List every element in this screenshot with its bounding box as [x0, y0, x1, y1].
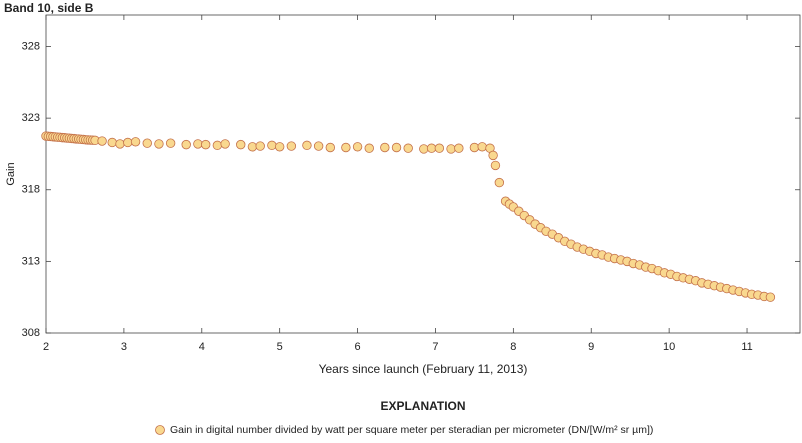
- x-tick-label: 8: [510, 341, 516, 353]
- scatter-point: [391, 142, 402, 153]
- x-tick-label: 10: [663, 341, 675, 353]
- x-tick-label: 5: [277, 341, 283, 353]
- scatter-point: [142, 138, 152, 148]
- x-tick-label: 6: [355, 341, 361, 353]
- y-tick-label: 308: [22, 327, 40, 339]
- scatter-point: [494, 177, 505, 188]
- scatter-point: [115, 139, 125, 149]
- x-tick-label: 7: [432, 341, 438, 353]
- x-tick-label: 3: [121, 341, 127, 353]
- scatter-point: [446, 144, 456, 154]
- scatter-point: [193, 139, 203, 149]
- scatter-point: [123, 137, 133, 148]
- scatter-point: [267, 140, 277, 151]
- legend-marker: [155, 425, 165, 435]
- scatter-point: [419, 144, 429, 154]
- scatter-point: [403, 143, 413, 153]
- scatter-point: [107, 137, 117, 148]
- y-tick-label: 318: [22, 184, 40, 196]
- chart-title: Band 10, side B: [4, 1, 94, 15]
- x-tick-label: 11: [741, 341, 752, 353]
- scatter-point: [274, 142, 285, 152]
- scatter-point: [490, 160, 501, 171]
- scatter-point: [220, 139, 230, 149]
- scatter-point: [765, 292, 776, 302]
- scatter-point: [380, 142, 390, 153]
- scatter-point: [212, 140, 223, 151]
- scatter-point: [200, 139, 211, 150]
- legend: Gain in digital number divided by watt p…: [155, 424, 653, 436]
- x-tick-label: 2: [43, 341, 49, 353]
- scatter-point: [255, 141, 265, 151]
- y-tick-label: 323: [22, 112, 40, 124]
- x-tick-label: 4: [199, 341, 205, 353]
- scatter-point: [341, 142, 351, 153]
- scatter-point: [247, 142, 258, 152]
- plot-frame: [45, 14, 801, 334]
- legend-label: Gain in digital number divided by watt p…: [170, 424, 653, 436]
- scatter-point: [181, 139, 191, 150]
- scatter-point: [130, 137, 141, 147]
- scatter-point: [97, 136, 107, 146]
- scatter-point: [434, 143, 445, 153]
- y-axis-label: Gain: [5, 162, 17, 185]
- legend-title: EXPLANATION: [380, 399, 465, 413]
- scatter-point: [154, 139, 164, 149]
- y-tick-label: 328: [22, 40, 40, 52]
- scatter-point: [454, 143, 464, 153]
- scatter-point: [352, 142, 363, 152]
- y-tick-label: 313: [22, 255, 40, 267]
- scatter-point: [302, 140, 312, 151]
- scatter-point: [236, 139, 246, 150]
- x-tick-label: 9: [588, 341, 594, 353]
- scatter-point: [426, 143, 437, 153]
- scatter-point: [469, 142, 480, 153]
- scatter-point: [313, 141, 324, 151]
- scatter-point: [165, 138, 176, 148]
- scatter-point: [477, 142, 487, 152]
- scatter-point: [364, 143, 374, 153]
- scatter-point: [286, 141, 297, 151]
- scatter-point: [488, 150, 498, 161]
- scatter-point: [325, 142, 336, 153]
- x-axis-label: Years since launch (February 11, 2013): [319, 362, 528, 376]
